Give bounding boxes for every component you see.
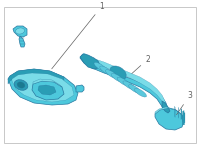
Ellipse shape (117, 77, 129, 86)
Ellipse shape (16, 28, 24, 34)
Polygon shape (19, 36, 25, 47)
Ellipse shape (111, 74, 123, 82)
Polygon shape (80, 55, 168, 111)
Ellipse shape (134, 88, 147, 97)
Polygon shape (181, 109, 182, 120)
Polygon shape (8, 69, 78, 105)
Polygon shape (155, 107, 182, 115)
Text: 1: 1 (52, 1, 104, 69)
Text: 2: 2 (130, 55, 150, 75)
Ellipse shape (123, 81, 135, 90)
Polygon shape (13, 26, 27, 37)
Text: 3: 3 (177, 91, 192, 115)
Ellipse shape (94, 62, 106, 71)
Polygon shape (80, 54, 100, 69)
Polygon shape (12, 73, 74, 102)
Ellipse shape (100, 66, 112, 75)
Polygon shape (183, 113, 185, 123)
Ellipse shape (14, 80, 28, 90)
Polygon shape (82, 53, 166, 103)
Polygon shape (155, 108, 184, 130)
Ellipse shape (129, 85, 141, 93)
Polygon shape (32, 81, 64, 100)
Ellipse shape (110, 66, 126, 80)
Polygon shape (162, 101, 170, 113)
Polygon shape (178, 107, 179, 118)
Polygon shape (183, 111, 184, 121)
Polygon shape (182, 115, 185, 125)
Polygon shape (33, 79, 62, 87)
Ellipse shape (17, 82, 25, 88)
Ellipse shape (106, 70, 118, 78)
Polygon shape (8, 69, 64, 84)
Polygon shape (38, 85, 56, 95)
Polygon shape (76, 85, 84, 92)
